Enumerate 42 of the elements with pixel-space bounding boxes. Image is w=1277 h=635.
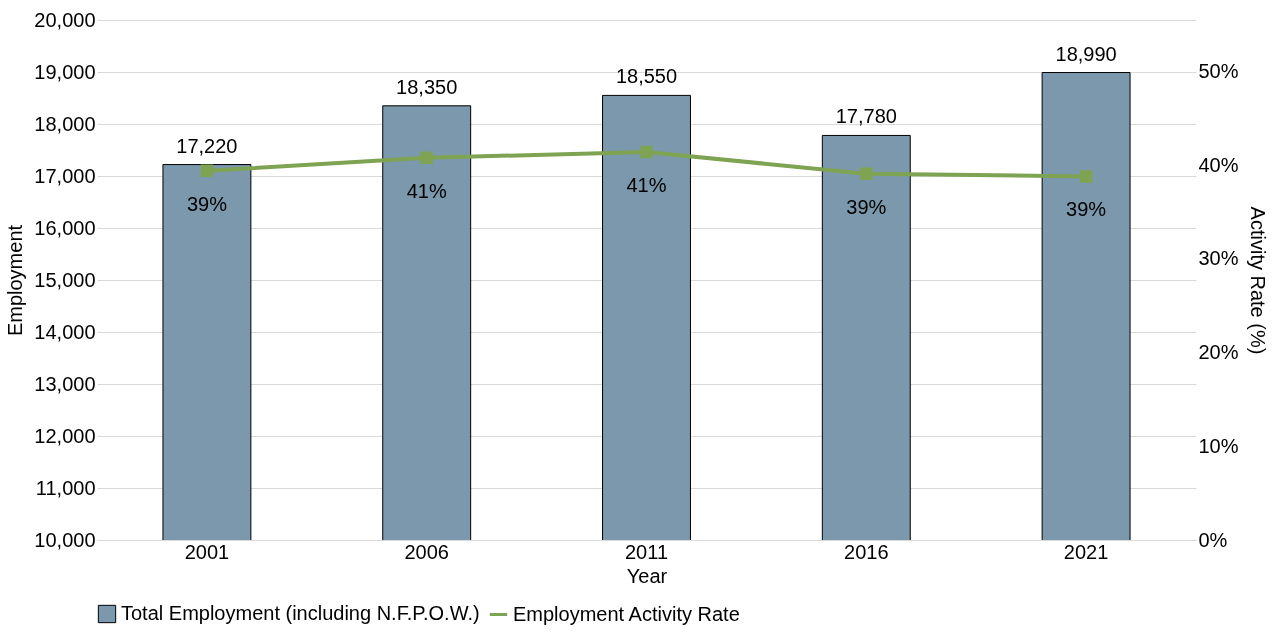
y-axis-title: Employment xyxy=(4,224,27,337)
data-label: 41% xyxy=(626,174,667,197)
x-tick-label: 2016 xyxy=(844,540,889,563)
x-tick-label: 2011 xyxy=(624,540,669,563)
legend-label: Total Employment (including N.F.P.O.W.) xyxy=(121,602,480,624)
y2-tick-label: 20% xyxy=(1198,341,1239,364)
x-axis-title: Year xyxy=(626,564,668,587)
data-label: 41% xyxy=(406,179,447,202)
x-tick-label: 2021 xyxy=(1063,540,1109,563)
y-tick-label: 17,000 xyxy=(34,164,96,187)
point xyxy=(420,151,433,164)
y2-axis-title: Activity Rate (%) xyxy=(1246,206,1269,355)
y-tick-label: 13,000 xyxy=(34,372,96,395)
y2-tick-label: 50% xyxy=(1198,60,1239,83)
data-label: 18,350 xyxy=(396,75,458,98)
y-tick-label: 12,000 xyxy=(34,424,96,447)
y2-tick-label: 30% xyxy=(1198,247,1239,270)
data-label: 18,990 xyxy=(1055,42,1117,65)
y2-tick-label: 40% xyxy=(1198,153,1239,176)
y-tick-label: 18,000 xyxy=(34,112,96,135)
point xyxy=(640,145,653,159)
y-tick-label: 16,000 xyxy=(34,216,96,239)
y-tick-label: 15,000 xyxy=(34,268,96,291)
y-tick-label: 10,000 xyxy=(34,528,96,551)
point xyxy=(200,164,214,178)
legend-label: Employment Activity Rate xyxy=(513,602,740,625)
y2-tick-label: 10% xyxy=(1198,434,1239,457)
data-label: 39% xyxy=(846,195,887,218)
y-tick-label: 20,000 xyxy=(34,8,96,31)
y-tick-label: 14,000 xyxy=(34,320,96,343)
y-tick-label: 11,000 xyxy=(35,476,96,499)
x-tick-label: 2006 xyxy=(404,540,449,563)
point xyxy=(1079,170,1093,183)
point xyxy=(860,167,873,180)
data-label: 17,220 xyxy=(176,134,238,157)
x-tick-label: 2001 xyxy=(184,540,230,563)
data-label: 39% xyxy=(186,192,228,215)
y-tick-label: 19,000 xyxy=(34,60,96,83)
data-label: 39% xyxy=(1066,198,1107,221)
y2-tick-label: 0% xyxy=(1198,528,1228,551)
data-label: 18,550 xyxy=(615,65,678,88)
data-label: 17,780 xyxy=(835,105,897,128)
